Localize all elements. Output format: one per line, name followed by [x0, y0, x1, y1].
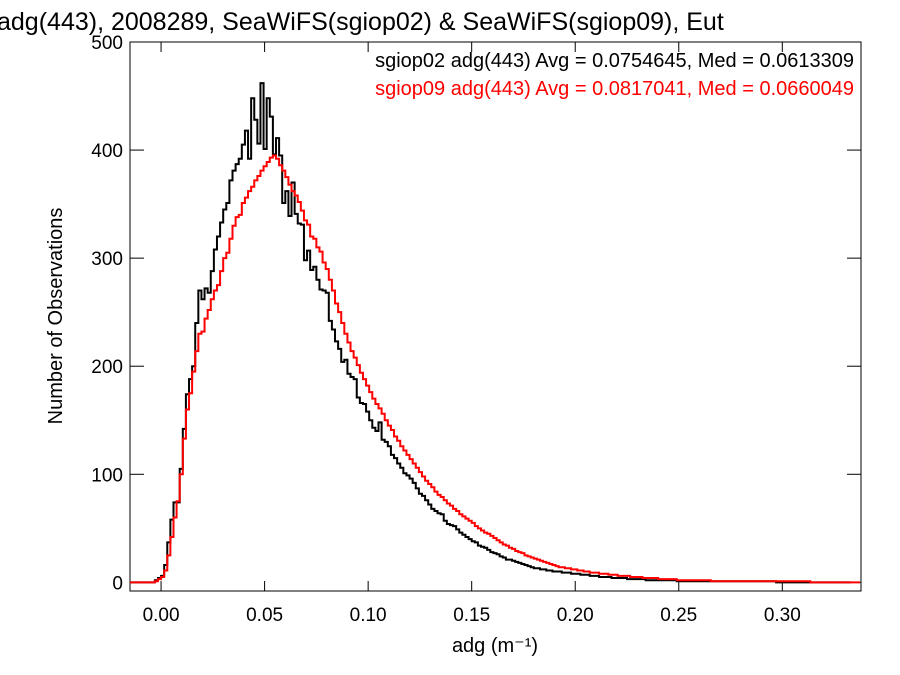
- y-tick-label: 500: [91, 33, 123, 54]
- legend-entry-sgiop09: sgiop09 adg(443) Avg = 0.0817041, Med = …: [375, 78, 854, 100]
- y-tick-label: 300: [91, 249, 123, 270]
- y-tick-label: 100: [91, 465, 123, 486]
- y-axis-label: Number of Observations: [45, 208, 67, 425]
- x-tick-label: 0.10: [350, 605, 387, 626]
- x-tick-label: 0.00: [143, 605, 180, 626]
- x-axis-label: adg (m⁻¹): [452, 635, 538, 657]
- y-tick-label: 0: [112, 573, 123, 594]
- series-sgiop02-step-line: [130, 82, 851, 584]
- chart-title: adg(443), 2008289, SeaWiFS(sgiop02) & Se…: [0, 8, 724, 36]
- x-tick-label: 0.25: [660, 605, 697, 626]
- y-axis-ticks: 0 100 200 300 400 500: [91, 33, 861, 594]
- y-tick-label: 200: [91, 357, 123, 378]
- histogram-series: [130, 82, 860, 584]
- series-sgiop09-step-line: [130, 154, 860, 584]
- x-tick-label: 0.15: [453, 605, 490, 626]
- y-tick-label: 400: [91, 141, 123, 162]
- x-tick-label: 0.30: [764, 605, 801, 626]
- plot-frame: [129, 41, 862, 592]
- x-tick-label: 0.20: [557, 605, 594, 626]
- x-tick-label: 0.05: [246, 605, 283, 626]
- legend-entry-sgiop02: sgiop02 adg(443) Avg = 0.0754645, Med = …: [375, 50, 854, 72]
